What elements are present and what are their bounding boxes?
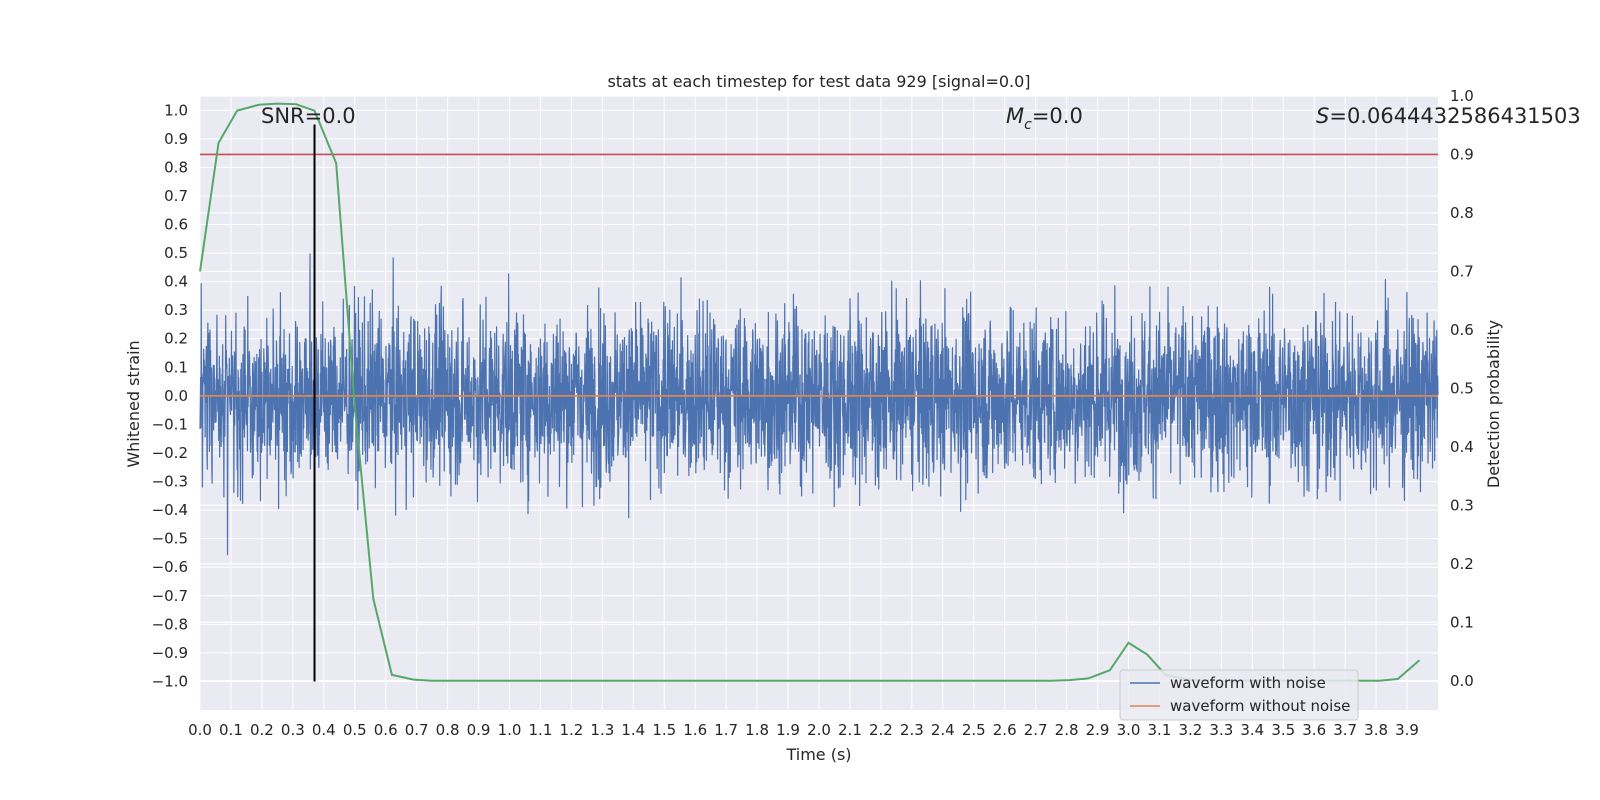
x-tick-label: 1.5 xyxy=(652,721,676,739)
y-tick-label-right: 0.0 xyxy=(1450,672,1474,690)
y-tick-label-left: −0.7 xyxy=(152,587,188,605)
x-tick-label: 1.2 xyxy=(559,721,583,739)
y-tick-label-left: −0.4 xyxy=(152,501,188,519)
s-value: =0.0644432586431503 xyxy=(1329,104,1580,128)
x-tick-label: 1.3 xyxy=(590,721,614,739)
x-tick-label: 3.6 xyxy=(1302,721,1326,739)
y-tick-label-left: 0.6 xyxy=(164,216,188,234)
x-tick-label: 2.4 xyxy=(931,721,955,739)
x-tick-label: 3.7 xyxy=(1333,721,1357,739)
x-tick-label: 2.2 xyxy=(869,721,893,739)
y-axis-label-left: Whitened strain xyxy=(124,340,143,467)
x-axis-label: Time (s) xyxy=(785,745,851,764)
y-tick-label-right: 1.0 xyxy=(1450,87,1474,105)
mc-annotation: Mc=0.0 xyxy=(1006,104,1083,133)
y-tick-label-right: 0.7 xyxy=(1450,262,1474,280)
y-tick-label-left: −0.9 xyxy=(152,644,188,662)
y-tick-label-left: −0.6 xyxy=(152,558,188,576)
y-tick-label-left: 0.8 xyxy=(164,158,188,176)
y-tick-label-right: 0.4 xyxy=(1450,438,1474,456)
y-tick-label-right: 0.6 xyxy=(1450,321,1474,339)
y-tick-label-left: −0.2 xyxy=(152,444,188,462)
y-tick-label-right: 0.2 xyxy=(1450,555,1474,573)
mc-subscript: c xyxy=(1024,117,1032,133)
x-tick-label: 3.9 xyxy=(1395,721,1419,739)
y-tick-label-left: 0.0 xyxy=(164,387,188,405)
x-tick-label: 1.7 xyxy=(714,721,738,739)
y-tick-label-left: 1.0 xyxy=(164,101,188,119)
x-tick-label: 0.7 xyxy=(405,721,429,739)
y-tick-label-left: 0.3 xyxy=(164,301,188,319)
x-tick-label: 0.2 xyxy=(250,721,274,739)
x-tick-label: 2.8 xyxy=(1055,721,1079,739)
y-tick-label-right: 0.1 xyxy=(1450,613,1474,631)
y-tick-label-left: −1.0 xyxy=(152,672,188,690)
y-tick-label-left: 0.1 xyxy=(164,358,188,376)
y-tick-label-left: −0.5 xyxy=(152,530,188,548)
x-tick-label: 2.1 xyxy=(838,721,862,739)
x-tick-label: 0.6 xyxy=(374,721,398,739)
x-tick-label: 1.6 xyxy=(683,721,707,739)
ticks: 0.0 0.1 0.2 0.3 0.4 0.5 0.6 0.7 0.8 0.9 1.0 1.1 1.2 1… xyxy=(152,87,1474,739)
legend-label-clean: waveform without noise xyxy=(1170,697,1350,715)
x-tick-label: 3.1 xyxy=(1148,721,1172,739)
y-tick-label-right: 0.5 xyxy=(1450,379,1474,397)
y-tick-label-left: −0.1 xyxy=(152,415,188,433)
x-tick-label: 0.4 xyxy=(312,721,336,739)
y-tick-label-left: 0.2 xyxy=(164,330,188,348)
y-tick-label-left: 0.7 xyxy=(164,187,188,205)
y-tick-label-left: −0.8 xyxy=(152,615,188,633)
x-tick-label: 3.5 xyxy=(1271,721,1295,739)
y-tick-label-left: −0.3 xyxy=(152,473,188,491)
mc-value: =0.0 xyxy=(1032,104,1083,128)
y-tick-label-right: 0.9 xyxy=(1450,145,1474,163)
x-tick-label: 0.5 xyxy=(343,721,367,739)
series-waveform-with-noise xyxy=(199,253,1439,556)
x-tick-label: 0.8 xyxy=(436,721,460,739)
x-tick-label: 2.0 xyxy=(807,721,831,739)
x-tick-label: 3.4 xyxy=(1240,721,1264,739)
x-tick-label: 2.7 xyxy=(1024,721,1048,739)
y-axis-label-right: Detection probability xyxy=(1484,320,1503,488)
x-tick-label: 3.3 xyxy=(1209,721,1233,739)
x-tick-label: 3.2 xyxy=(1178,721,1202,739)
legend: waveform with noise waveform without noi… xyxy=(1119,669,1359,721)
mc-symbol: M xyxy=(1006,104,1024,128)
y-tick-label-left: 0.5 xyxy=(164,244,188,262)
chart-title: stats at each timestep for test data 929… xyxy=(607,72,1030,91)
y-tick-label-right: 0.3 xyxy=(1450,496,1474,514)
x-tick-label: 0.1 xyxy=(219,721,243,739)
y-tick-label-right: 0.8 xyxy=(1450,204,1474,222)
s-annotation: S=0.0644432586431503 xyxy=(1316,104,1581,128)
x-tick-label: 1.0 xyxy=(498,721,522,739)
x-tick-label: 1.4 xyxy=(621,721,645,739)
legend-box xyxy=(1119,669,1359,721)
x-tick-label: 3.8 xyxy=(1364,721,1388,739)
y-tick-label-left: 0.4 xyxy=(164,273,188,291)
x-tick-label: 3.0 xyxy=(1117,721,1141,739)
legend-label-noise: waveform with noise xyxy=(1170,674,1326,692)
s-symbol: S xyxy=(1316,104,1329,128)
x-tick-label: 2.3 xyxy=(900,721,924,739)
x-tick-label: 0.9 xyxy=(467,721,491,739)
x-tick-label: 1.9 xyxy=(776,721,800,739)
x-tick-label: 1.1 xyxy=(529,721,553,739)
x-tick-label: 0.3 xyxy=(281,721,305,739)
y-tick-label-left: 0.9 xyxy=(164,130,188,148)
x-tick-label: 2.6 xyxy=(993,721,1017,739)
x-tick-label: 1.8 xyxy=(745,721,769,739)
x-tick-label: 2.5 xyxy=(962,721,986,739)
x-tick-label: 0.0 xyxy=(188,721,212,739)
x-tick-label: 2.9 xyxy=(1086,721,1110,739)
snr-annotation: SNR=0.0 xyxy=(261,104,356,128)
